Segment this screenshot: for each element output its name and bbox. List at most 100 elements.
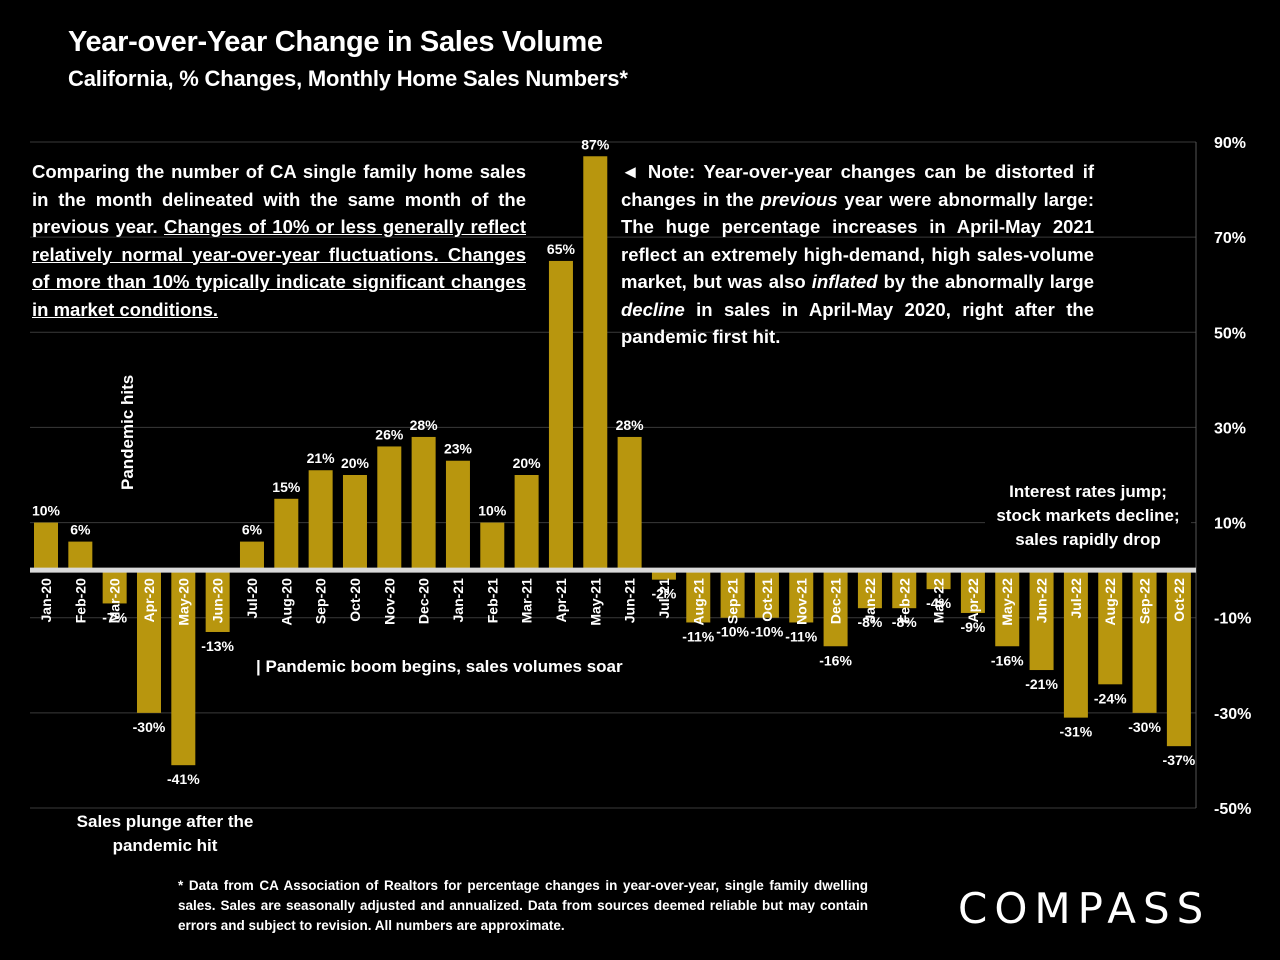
data-label: -16% (991, 652, 1024, 668)
data-label: 20% (341, 455, 370, 471)
x-tick-label: Nov-21 (793, 578, 809, 625)
x-tick-label: Jan-20 (38, 578, 54, 623)
x-tick-label: Nov-20 (381, 578, 397, 625)
data-label: -16% (819, 652, 852, 668)
bar (274, 498, 299, 571)
x-tick-label: Dec-21 (828, 578, 844, 624)
data-label: -37% (1163, 752, 1196, 768)
plunge-annotation: Sales plunge after the pandemic hit (76, 812, 254, 855)
bar (823, 570, 848, 647)
data-label: 10% (478, 503, 507, 519)
data-label: -24% (1094, 690, 1127, 706)
bar (960, 570, 985, 613)
footnote: * Data from CA Association of Realtors f… (178, 878, 868, 933)
bar (205, 570, 230, 632)
x-tick-label: Jul-20 (244, 578, 260, 619)
data-label: -30% (133, 719, 166, 735)
chart-title: Year-over-Year Change in Sales Volume (68, 26, 603, 58)
data-label: -4% (926, 595, 951, 611)
x-tick-label: Jun-22 (1034, 578, 1050, 623)
bar (789, 570, 814, 623)
bar (411, 436, 436, 571)
bar (857, 570, 882, 609)
bar (1132, 570, 1157, 713)
data-label: 20% (513, 455, 542, 471)
rates-annotation: Interest rates jump; stock markets decli… (985, 480, 1191, 552)
bar (1098, 570, 1123, 685)
bar (1063, 570, 1088, 718)
bar (308, 470, 333, 571)
data-label: 23% (444, 441, 473, 457)
x-tick-label: Sep-20 (313, 578, 329, 624)
x-tick-label: Jun-20 (210, 578, 226, 623)
bar (102, 570, 127, 604)
data-label: -21% (1025, 676, 1058, 692)
y-tick-label: 70% (1214, 230, 1246, 247)
x-tick-label: Sep-22 (1137, 578, 1153, 624)
bar (1029, 570, 1054, 671)
bar (34, 522, 58, 571)
data-label: -10% (716, 624, 749, 640)
right-note-em-previous: previous (760, 188, 838, 210)
x-tick-label: Dec-20 (416, 578, 432, 624)
x-tick-label: Jan-21 (450, 578, 466, 623)
bar (239, 541, 264, 571)
bar (1166, 570, 1191, 747)
data-label: -30% (1128, 719, 1161, 735)
bar (136, 570, 161, 713)
right-note-text-1: Note: Year-over-year changes can be dist… (621, 161, 1094, 210)
pandemic-hits-annotation: Pandemic hits (118, 374, 137, 490)
x-tick-label: May-21 (587, 578, 603, 626)
x-tick-label: May-20 (175, 578, 191, 626)
x-tick-label: Jul-21 (656, 578, 672, 619)
x-tick-label: Apr-22 (965, 578, 981, 623)
bar (720, 570, 745, 618)
x-tick-label: Jul-22 (1068, 578, 1084, 619)
data-label: -2% (651, 586, 676, 602)
x-tick-label: Jun-21 (622, 578, 638, 623)
x-tick-label: May-22 (999, 578, 1015, 626)
x-tick-label: Feb-22 (896, 578, 912, 623)
data-label: 6% (70, 522, 91, 538)
x-tick-label: Oct-21 (759, 578, 775, 622)
x-tick-label: Aug-22 (1102, 578, 1118, 626)
data-label: 28% (616, 417, 645, 433)
bar (583, 156, 608, 571)
bar (68, 541, 93, 571)
data-label: -31% (1060, 724, 1093, 740)
data-label: -41% (167, 771, 200, 787)
right-note-text-2: year were abnormally large: The huge per… (621, 188, 1094, 293)
data-label: 87% (581, 136, 610, 152)
x-tick-label: Aug-20 (278, 578, 294, 626)
bar (377, 446, 402, 571)
right-note-text-3: by the abnormally large (877, 271, 1094, 292)
bar (754, 570, 779, 618)
bar (926, 570, 951, 590)
left-note: Comparing the number of CA single family… (32, 158, 526, 323)
data-label: 15% (272, 479, 301, 495)
chart-subtitle: California, % Changes, Monthly Home Sale… (68, 66, 628, 91)
data-label: 28% (410, 417, 439, 433)
left-arrow-icon: ◄ (621, 161, 640, 182)
right-note-text-4: in sales in April-May 2020, right after … (621, 298, 1094, 348)
y-tick-label: -10% (1214, 611, 1251, 628)
x-tick-label: Jan-22 (862, 578, 878, 623)
bar (686, 570, 711, 623)
bar (171, 570, 196, 766)
x-tick-label: Mar-22 (931, 578, 947, 623)
y-tick-label: 30% (1214, 420, 1246, 437)
y-tick-label: 90% (1214, 135, 1246, 152)
left-note-text: Comparing the number of CA single family… (32, 161, 526, 237)
bar (342, 475, 367, 571)
data-label: 10% (32, 503, 61, 519)
data-label: -10% (751, 624, 784, 640)
x-tick-label: Mar-21 (519, 578, 535, 623)
right-note-em-inflated: inflated (811, 271, 878, 292)
boom-annotation: | Pandemic boom begins, sales volumes so… (256, 657, 623, 676)
data-label: 6% (242, 522, 263, 538)
compass-logo: COMPASS (958, 884, 1211, 933)
data-label: 26% (375, 426, 404, 442)
right-note-em-decline: decline (621, 298, 685, 320)
data-label: 21% (307, 450, 336, 466)
